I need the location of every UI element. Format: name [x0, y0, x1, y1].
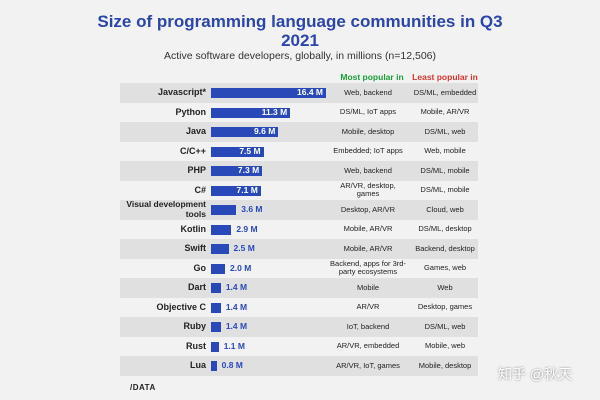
- bar: [211, 263, 226, 274]
- language-label: Kotlin: [180, 223, 207, 234]
- language-label: Javascript*: [157, 87, 206, 97]
- most-popular-cell: Web, backend: [344, 87, 392, 97]
- least-popular-cell: Cloud, web: [426, 204, 464, 214]
- table-row: Rust 1.1 M AR/VR, embedded Mobile, web: [120, 337, 478, 357]
- bar: [211, 146, 264, 157]
- table-row: C/C++ 7.5 M Embedded; IoT apps Web, mobile: [120, 142, 478, 162]
- table-row: Python 11.3 M DS/ML, IoT apps Mobile, AR/VR: [120, 103, 478, 123]
- table-row: Javascript* 16.4 M Web, backend DS/ML, embe…: [120, 83, 478, 103]
- table-row: Objective C 1.4 M AR/VR Desktop, games: [120, 298, 478, 318]
- most-popular-cell: AR/VR, desktop, games: [340, 180, 396, 199]
- bar-value-label: 11.3 M: [261, 106, 288, 117]
- least-popular-cell: Desktop, games: [417, 302, 473, 311]
- bar: [211, 185, 261, 196]
- bar: [211, 166, 263, 176]
- least-popular-header: Least popular in: [412, 72, 478, 82]
- bar-value-label: 1.4 M: [225, 282, 248, 292]
- bar: [211, 302, 221, 313]
- bar: [211, 341, 219, 352]
- bar: [211, 283, 221, 293]
- least-popular-cell: Mobile, desktop: [418, 360, 472, 370]
- bar: [211, 88, 326, 98]
- table-row: Dart 1.4 M Mobile Web: [120, 278, 478, 298]
- least-popular-cell: DS/ML, mobile: [420, 185, 470, 194]
- bar: [211, 127, 279, 137]
- most-popular-cell: Mobile, AR/VR: [343, 243, 393, 253]
- watermark: 知乎 @秋天: [498, 366, 573, 382]
- least-popular-cell: Mobile, AR/VR: [420, 107, 470, 116]
- bar-value-label: 1.4 M: [225, 321, 248, 331]
- most-popular-cell: Backend, apps for 3rd-party ecosystems: [330, 258, 406, 277]
- most-popular-cell: Mobile: [356, 282, 380, 292]
- table-row: Go 2.0 M Backend, apps for 3rd-party ecosy…: [120, 259, 478, 279]
- language-label: Swift: [184, 243, 207, 253]
- least-popular-cell: Web, mobile: [424, 146, 466, 155]
- bar-value-label: 1.1 M: [223, 340, 245, 351]
- source-logo: /DATA: [130, 383, 156, 392]
- bar-value-label: 2.0 M: [230, 262, 252, 273]
- chart-rows: Javascript* 16.4 M Web, backend DS/ML, embe…: [120, 83, 478, 376]
- chart-title-line-2: 2021: [281, 31, 319, 50]
- bar: [211, 244, 229, 254]
- least-popular-cell: DS/ML, web: [424, 126, 466, 136]
- language-label: Python: [175, 106, 207, 117]
- bar-value-label: 2.9 M: [236, 223, 258, 234]
- bar: [211, 224, 232, 235]
- least-popular-cell: DS/ML, desktop: [418, 224, 472, 233]
- language-label: Dart: [187, 282, 206, 292]
- language-label: Java: [185, 126, 206, 136]
- table-row: Java 9.6 M Mobile, desktop DS/ML, web: [120, 122, 478, 142]
- least-popular-cell: Web: [437, 282, 453, 292]
- chart-subtitle: Active software developers, globally, in…: [163, 50, 437, 62]
- most-popular-cell: IoT, backend: [346, 321, 390, 331]
- language-label: PHP: [187, 165, 206, 175]
- least-popular-cell: Games, web: [423, 263, 467, 272]
- most-popular-cell: AR/VR, IoT, games: [336, 360, 400, 370]
- bar: [211, 322, 221, 332]
- table-row: Ruby 1.4 M IoT, backend DS/ML, web: [120, 317, 478, 337]
- language-label: Objective C: [156, 301, 206, 312]
- most-popular-header: Most popular in: [340, 72, 404, 82]
- language-label: Visual development tools: [126, 199, 206, 219]
- bar: [211, 107, 291, 118]
- bar-value-label: 7.3 M: [237, 165, 260, 175]
- table-row: Kotlin 2.9 M Mobile, AR/VR DS/ML, desktop: [120, 220, 478, 240]
- bar-value-label: 7.5 M: [239, 145, 261, 156]
- most-popular-cell: Desktop, AR/VR: [340, 204, 396, 214]
- bar-value-label: 7.1 M: [236, 184, 258, 195]
- most-popular-cell: DS/ML, IoT apps: [339, 107, 397, 116]
- table-row: C# 7.1 M AR/VR, desktop, games DS/ML, mobil…: [120, 181, 478, 201]
- language-label: Rust: [186, 340, 206, 351]
- table-row: Swift 2.5 M Mobile, AR/VR Backend, desktop: [120, 239, 478, 259]
- bar: [211, 205, 237, 215]
- least-popular-cell: DS/ML, web: [424, 321, 466, 331]
- language-label: Ruby: [183, 321, 207, 331]
- bar-value-label: 0.8 M: [221, 360, 243, 370]
- language-label: Go: [193, 262, 207, 273]
- bar: [211, 361, 217, 371]
- most-popular-cell: Mobile, AR/VR: [343, 224, 393, 233]
- most-popular-cell: Mobile, desktop: [341, 126, 395, 136]
- chart-title-line-1: Size of programming language communities…: [97, 12, 503, 31]
- language-label: C#: [194, 184, 206, 195]
- bar-value-label: 9.6 M: [254, 126, 276, 136]
- table-row: PHP 7.3 M Web, backend DS/ML, mobile: [120, 161, 478, 181]
- least-popular-cell: DS/ML, mobile: [420, 165, 470, 175]
- bar-value-label: 2.5 M: [233, 243, 255, 253]
- bar-value-label: 1.4 M: [225, 301, 248, 312]
- bar-value-label: 16.4 M: [297, 87, 323, 97]
- table-row: Visual development tools 3.6 M Desktop, AR…: [120, 199, 478, 220]
- table-row: Lua 0.8 M AR/VR, IoT, games Mobile, desktop: [120, 356, 478, 376]
- bar-value-label: 3.6 M: [241, 204, 263, 214]
- least-popular-cell: Backend, desktop: [415, 243, 475, 253]
- most-popular-cell: Embedded; IoT apps: [333, 146, 403, 155]
- least-popular-cell: DS/ML, embedded: [413, 87, 477, 97]
- most-popular-cell: AR/VR, embedded: [336, 341, 400, 350]
- most-popular-cell: Web, backend: [344, 165, 392, 175]
- language-label: Lua: [189, 360, 206, 370]
- most-popular-cell: AR/VR: [356, 302, 380, 311]
- least-popular-cell: Mobile, web: [424, 341, 466, 350]
- language-label: C/C++: [179, 145, 206, 156]
